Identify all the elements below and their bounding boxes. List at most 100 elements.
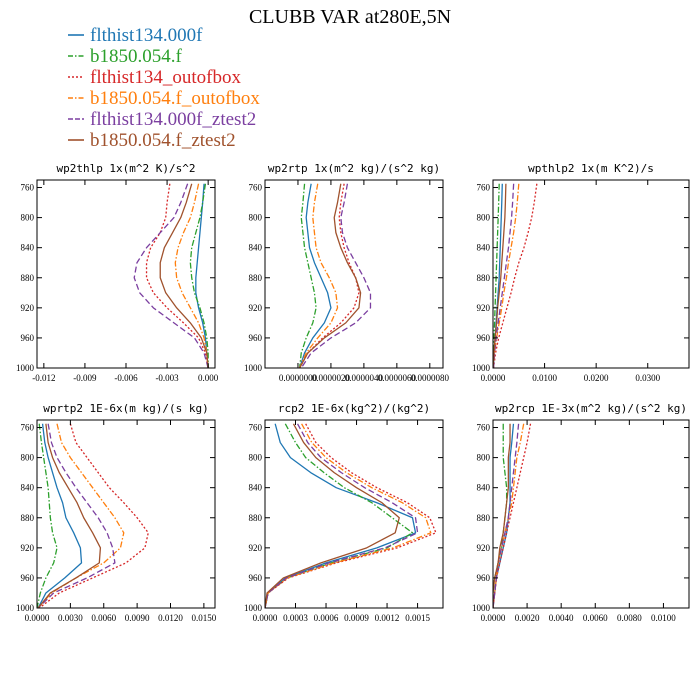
chart-panel: wp2rcp 1E-3x(m^2 kg)/(s^2 kg) 760 800 840 88…: [472, 402, 690, 623]
y-tick-label: 800: [477, 213, 491, 223]
series-line: [298, 183, 332, 368]
panel-title: wp2rcp 1E-3x(m^2 kg)/(s^2 kg): [495, 402, 687, 415]
plot-frame: [36, 419, 216, 609]
series-line: [265, 423, 437, 608]
legend-entry: b1850.054.f_outofbox: [68, 88, 260, 109]
series-line: [133, 183, 209, 368]
series-group: [265, 423, 437, 608]
y-tick-label: 880: [249, 273, 263, 283]
x-tick-label: 0.0200: [584, 373, 609, 383]
y-tick-label: 920: [21, 543, 35, 553]
x-tick-label: 0.0120: [158, 613, 183, 623]
y-tick-label: 800: [21, 453, 35, 463]
chart-panel: wp2thlp 1x(m^2 K)/s^2 760 800 840 880 920 960 1…: [16, 162, 219, 383]
y-tick-label: 1000: [244, 603, 263, 613]
series-line: [37, 423, 102, 608]
series-line: [174, 183, 209, 368]
y-tick-label: 920: [249, 303, 263, 313]
chart-panel: wpthlp2 1x(m K^2)/s 760 800 840 880 920 960 100…: [472, 162, 690, 383]
x-tick-label: 0.0009: [344, 613, 369, 623]
x-tick-label: 0.0030: [58, 613, 83, 623]
y-tick-label: 960: [477, 333, 491, 343]
panel-title: wp2thlp 1x(m^2 K)/s^2: [56, 162, 195, 175]
y-tick-label: 800: [249, 453, 263, 463]
series-group: [493, 183, 538, 368]
series-line: [493, 183, 538, 368]
y-tick-label: 840: [477, 243, 491, 253]
chart-panel: wprtp2 1E-6x(m kg)/(s kg) 760 800 840 880 920…: [16, 402, 217, 623]
series-line: [299, 183, 362, 368]
legend-label: flthist134_outofbox: [90, 67, 241, 88]
x-tick-label: -0.003: [155, 373, 179, 383]
legend-entry: flthist134.000f: [68, 25, 203, 46]
panel-title: wprtp2 1E-6x(m kg)/(s kg): [43, 402, 209, 415]
series-line: [299, 183, 339, 368]
plot-frame: [492, 179, 690, 369]
x-tick-label: 0.0012: [375, 613, 400, 623]
legend: flthist134.000fb1850.054.fflthist134_out…: [68, 25, 260, 151]
x-tick-label: 0.0000: [25, 613, 50, 623]
y-tick-label: 880: [477, 273, 491, 283]
x-tick-label: 0.0020: [515, 613, 540, 623]
series-group: [133, 183, 209, 368]
x-tick-label: 0.0000080: [411, 373, 450, 383]
y-tick-label: 760: [477, 183, 491, 193]
y-tick-label: 1000: [472, 363, 491, 373]
legend-label: flthist134.000f_ztest2: [90, 109, 256, 130]
panel-title: rcp2 1E-6x(kg^2)/(kg^2): [278, 402, 430, 415]
series-line: [265, 423, 417, 608]
x-tick-label: 0.0003: [283, 613, 308, 623]
series-line: [299, 183, 360, 368]
series-line: [265, 423, 400, 608]
x-tick-label: -0.006: [114, 373, 138, 383]
series-line: [300, 183, 372, 368]
y-tick-label: 960: [477, 573, 491, 583]
x-tick-label: 0.0100: [651, 613, 676, 623]
plot-frame: [492, 419, 690, 609]
y-tick-label: 800: [21, 213, 35, 223]
chart-panel: wp2rtp 1x(m^2 kg)/(s^2 kg) 760 800 840 880 92…: [244, 162, 449, 383]
series-line: [195, 183, 209, 368]
y-tick-label: 880: [477, 513, 491, 523]
y-tick-label: 840: [21, 243, 35, 253]
legend-entry: flthist134.000f_ztest2: [68, 109, 256, 130]
x-tick-label: -0.009: [73, 373, 97, 383]
plot-frame: [264, 179, 444, 369]
y-tick-label: 760: [21, 183, 35, 193]
x-tick-label: 0.0000020: [312, 373, 351, 383]
chart-panel: rcp2 1E-6x(kg^2)/(kg^2) 760 800 840 880 920 96…: [244, 402, 444, 623]
y-tick-label: 760: [21, 423, 35, 433]
y-tick-label: 760: [477, 423, 491, 433]
figure-title: CLUBB VAR at280E,5N: [249, 6, 451, 28]
legend-label: flthist134.000f: [90, 25, 203, 46]
y-tick-label: 1000: [16, 363, 35, 373]
y-tick-label: 880: [249, 513, 263, 523]
x-tick-label: 0.0000: [481, 613, 506, 623]
y-tick-label: 920: [249, 543, 263, 553]
series-line: [493, 183, 520, 368]
series-line: [159, 183, 209, 368]
x-tick-label: 0.0060: [583, 613, 608, 623]
series-line: [493, 423, 532, 608]
series-group: [37, 423, 149, 608]
legend-entry: b1850.054.f: [68, 46, 183, 67]
y-tick-label: 800: [249, 213, 263, 223]
y-tick-label: 920: [21, 303, 35, 313]
legend-entry: flthist134_outofbox: [68, 67, 241, 88]
legend-label: b1850.054.f: [90, 46, 183, 67]
y-tick-label: 960: [21, 573, 35, 583]
legend-entry: b1850.054.f_ztest2: [68, 130, 236, 151]
panel-title: wpthlp2 1x(m K^2)/s: [528, 162, 654, 175]
y-tick-label: 880: [21, 513, 35, 523]
y-tick-label: 880: [21, 273, 35, 283]
x-tick-label: 0.0150: [192, 613, 217, 623]
series-line: [298, 183, 317, 368]
series-line: [265, 423, 419, 608]
x-tick-label: 0.0100: [532, 373, 557, 383]
series-line: [37, 423, 116, 608]
y-tick-label: 960: [249, 573, 263, 583]
series-line: [265, 423, 414, 608]
y-tick-label: 800: [477, 453, 491, 463]
plot-frame: [36, 179, 216, 369]
